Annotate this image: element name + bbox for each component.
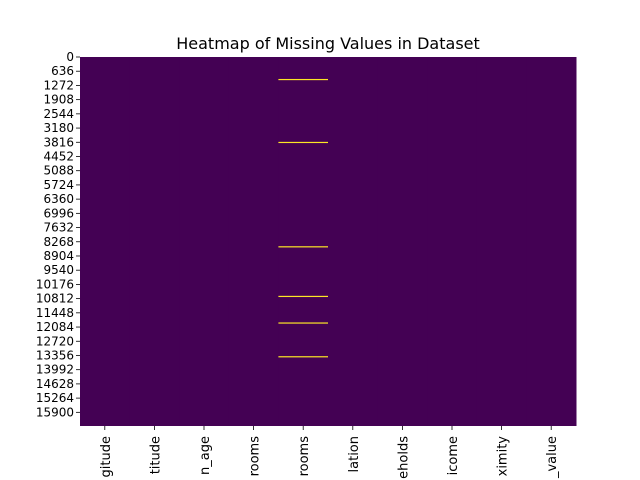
heatmap-column-total_rooms (228, 57, 279, 426)
missing-value-mark (278, 295, 328, 298)
y-tick-label: 15900 (36, 405, 74, 419)
y-tick-label: 3816 (43, 135, 74, 149)
heatmap-column-ocean_proximity (476, 57, 527, 426)
x-tick-label: rooms (297, 436, 312, 477)
heatmap-column-population (328, 57, 379, 426)
heatmap-column-longitude (80, 57, 131, 426)
y-tick-label: 13992 (36, 363, 74, 377)
heatmap-column-households (377, 57, 428, 426)
y-tick-label: 9540 (43, 263, 74, 277)
y-tick-label: 13356 (36, 348, 74, 362)
y-tick-label: 6996 (43, 206, 74, 220)
y-tick-label: 1908 (43, 93, 74, 107)
y-tick-label: 10176 (36, 277, 74, 291)
heatmap-column-latitude (129, 57, 180, 426)
y-tick-label: 6360 (43, 192, 74, 206)
y-tick-label: 8268 (43, 235, 74, 249)
missing-value-mark (278, 322, 328, 324)
heatmap-column-median_income (427, 57, 478, 426)
y-tick-label: 1272 (43, 78, 74, 92)
x-tick-label: lation (347, 436, 362, 472)
y-tick-label: 0 (66, 50, 74, 64)
y-tick-label: 7632 (43, 221, 74, 235)
x-tick-label: eholds (396, 436, 411, 479)
heatmap-column-total_bedrooms (278, 57, 329, 426)
y-tick-label: 3180 (43, 121, 74, 135)
y-tick-label: 12084 (36, 320, 74, 334)
y-tick-label: 11448 (36, 306, 74, 320)
x-tick-label: n_age (198, 436, 213, 475)
y-tick-label: 10812 (36, 292, 74, 306)
x-tick-label: icome (446, 436, 461, 475)
y-tick-label: 2544 (43, 107, 74, 121)
y-tick-label: 12720 (36, 334, 74, 348)
x-tick-label: titude (148, 436, 163, 474)
y-tick-label: 8904 (43, 249, 74, 263)
y-tick-label: 14628 (36, 377, 74, 391)
x-tick-label: rooms (248, 436, 263, 477)
missing-value-mark (278, 78, 328, 81)
missing-value-mark (278, 141, 328, 144)
x-tick-label: _value (545, 436, 560, 479)
y-tick-label: 4452 (43, 149, 74, 163)
x-tick-label: gitude (99, 436, 114, 477)
missing-value-mark (278, 356, 328, 358)
heatmap-column-housing_median_age (179, 57, 230, 426)
y-tick-label: 5088 (43, 164, 74, 178)
chart-title: Heatmap of Missing Values in Dataset (176, 34, 480, 53)
missing-value-mark (278, 246, 328, 248)
y-tick-label: 5724 (43, 178, 74, 192)
heatmap-column-median_house_value (526, 57, 577, 426)
y-tick-label: 15264 (36, 391, 74, 405)
y-tick-label: 636 (51, 64, 74, 78)
x-tick-label: ximity (496, 436, 511, 477)
